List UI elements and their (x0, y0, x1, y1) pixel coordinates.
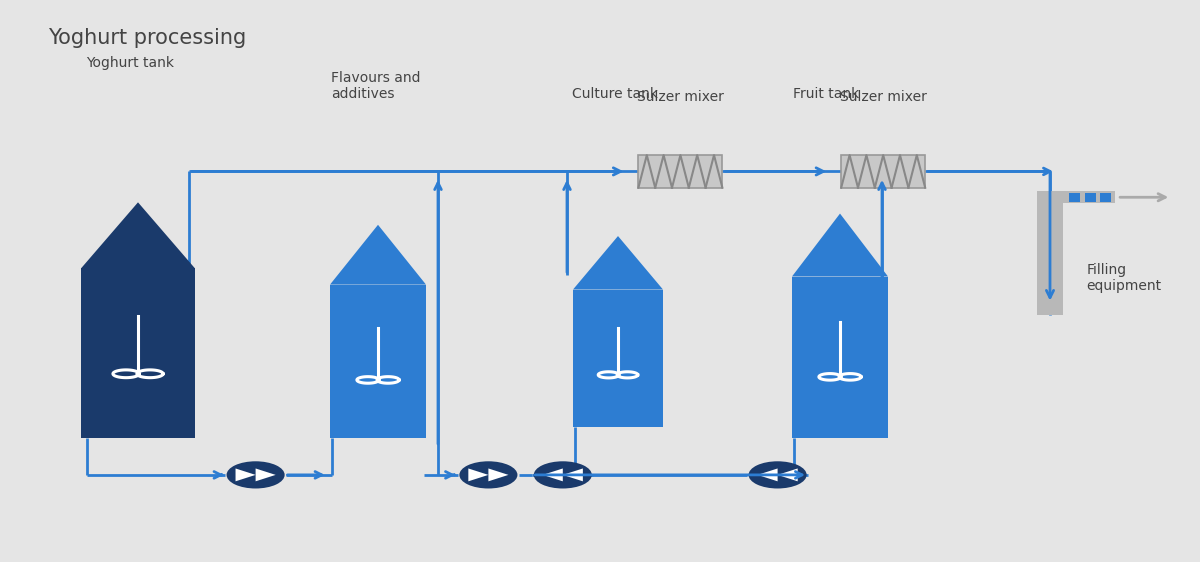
Text: Filling
equipment: Filling equipment (1087, 262, 1162, 293)
Text: Sulzer mixer: Sulzer mixer (840, 90, 926, 104)
Circle shape (227, 461, 284, 488)
Polygon shape (488, 469, 509, 481)
Bar (1085, 193, 1096, 202)
Bar (841, 155, 925, 188)
Circle shape (534, 461, 592, 488)
Text: Sulzer mixer: Sulzer mixer (637, 90, 724, 104)
Circle shape (460, 461, 517, 488)
Bar (1037, 191, 1115, 203)
Text: Yoghurt tank: Yoghurt tank (86, 56, 174, 70)
Polygon shape (235, 469, 256, 481)
Bar (1037, 191, 1063, 315)
Polygon shape (563, 469, 583, 481)
Polygon shape (574, 236, 662, 289)
Bar (330, 284, 426, 438)
Polygon shape (778, 469, 798, 481)
Polygon shape (330, 225, 426, 284)
Polygon shape (256, 469, 276, 481)
Text: Yoghurt processing: Yoghurt processing (48, 28, 246, 48)
Polygon shape (757, 469, 778, 481)
Polygon shape (82, 202, 194, 269)
Text: Culture tank: Culture tank (572, 87, 659, 101)
Polygon shape (542, 469, 563, 481)
Polygon shape (468, 469, 488, 481)
Polygon shape (792, 214, 888, 277)
Text: Fruit tank: Fruit tank (793, 87, 859, 101)
Bar (574, 289, 662, 427)
Circle shape (749, 461, 806, 488)
Bar (792, 277, 888, 438)
Bar (1069, 193, 1080, 202)
Text: Flavours and
additives: Flavours and additives (331, 71, 421, 101)
Bar (1100, 193, 1111, 202)
Bar (82, 269, 194, 438)
Bar (638, 155, 722, 188)
